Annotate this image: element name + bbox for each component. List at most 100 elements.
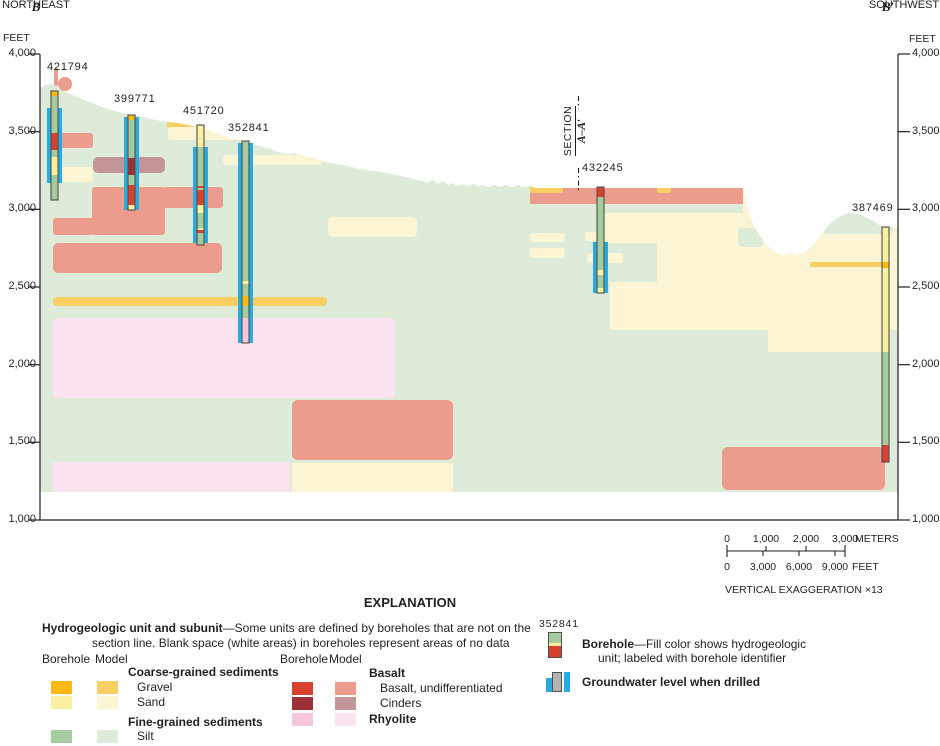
- feet-axis-label-right: FEET: [909, 33, 936, 45]
- legend-col-header-model: Model: [95, 652, 128, 666]
- legend-col-header-borehole: Borehole: [42, 652, 91, 666]
- legend-swatch-basalt-borehole: [292, 682, 313, 695]
- model-block-basalt: [53, 243, 222, 273]
- tick-label-left-3,000: 3,000: [8, 202, 36, 215]
- basalt-outcrop-blob: [58, 77, 72, 91]
- legend-unit-label-cinders: Cinders: [380, 696, 422, 710]
- model-block-gravel: [530, 185, 563, 193]
- legend-swatch-gravel-model: [97, 681, 118, 694]
- borehole-432245: [593, 186, 608, 294]
- borehole-segment-rhyolite: [242, 318, 249, 343]
- model-block-sand: [530, 233, 565, 242]
- model-block-sand: [328, 217, 417, 237]
- borehole-segment-silt: [128, 175, 135, 185]
- borehole-segment-sand: [128, 205, 135, 210]
- borehole-segment-basalt: [197, 190, 204, 205]
- endpoint-b-prime: B′: [881, 0, 895, 14]
- tick-label-left-1,000: 1,000: [8, 513, 36, 525]
- borehole-segment-sand: [597, 270, 604, 275]
- borehole-segment-gravel: [882, 262, 889, 268]
- borehole-segment-gravel: [242, 296, 249, 306]
- legend-intro-rest: —Some units are defined by boreholes tha…: [222, 621, 531, 635]
- legend-borehole-desc-rest: —Fill color shows hydrogeologic: [634, 637, 807, 651]
- legend-swatch-sand-model: [97, 696, 118, 709]
- borehole-segment-gravel: [128, 115, 135, 120]
- borehole-outline: [596, 186, 605, 294]
- section-a-a-marker: SECTION A–A′: [562, 91, 592, 171]
- borehole-label-451720: 451720: [183, 105, 225, 117]
- legend-swatch-cinders-model: [335, 697, 356, 710]
- legend-groundwater-casing: [552, 672, 562, 692]
- tick-label-right-3,500: 3,500: [912, 124, 940, 137]
- borehole-label-399771: 399771: [114, 93, 156, 105]
- scalebar-feet-0: 0: [724, 561, 730, 573]
- model-block-basalt: [92, 187, 165, 235]
- borehole-segment-basalt: [197, 186, 204, 188]
- borehole-segment-basalt: [197, 230, 204, 233]
- legend-group-volcanics: Borehole Model Basalt Basalt, undifferentia…: [280, 653, 540, 746]
- scalebar: [726, 545, 846, 557]
- borehole-segment-silt: [51, 175, 58, 200]
- borehole-outline: [881, 226, 890, 463]
- legend-swatch-cinders-borehole: [292, 697, 313, 710]
- borehole-segment-silt: [128, 120, 135, 158]
- legend-unit-label-rhyolite: Rhyolite: [369, 712, 417, 726]
- legend-unit-label-sand: Sand: [137, 695, 166, 709]
- borehole-segment-silt: [242, 306, 249, 318]
- legend-unit-label-basalt: Basalt, undifferentiated: [380, 681, 503, 695]
- legend-swatch-rhyolite-model: [335, 713, 356, 726]
- endpoint-northeast: NORTHEAST: [2, 0, 70, 11]
- groundwater-bar-right: [604, 242, 608, 293]
- legend-swatch-basalt-model: [335, 682, 356, 695]
- borehole-outline: [241, 140, 250, 344]
- model-block-rhyolite: [53, 318, 395, 398]
- basalt-outcrop-spike: [54, 68, 58, 86]
- borehole-label-352841: 352841: [228, 122, 270, 134]
- legend-borehole-id: 352841: [539, 618, 579, 630]
- tick-label-right-2,500: 2,500: [912, 280, 940, 292]
- groundwater-bar-left: [47, 108, 51, 183]
- borehole-segment-silt: [197, 233, 204, 245]
- groundwater-bar-right: [249, 143, 253, 343]
- legend-col-header-borehole: Borehole: [280, 652, 329, 666]
- vertical-exaggeration-note: VERTICAL EXAGGERATION ×13: [725, 584, 883, 596]
- borehole-segment-sand: [197, 228, 204, 230]
- tick-label-right-4,000: 4,000: [912, 47, 940, 59]
- borehole-outline: [50, 90, 59, 201]
- endpoint-b: B: [31, 0, 41, 14]
- groundwater-bar-right: [204, 147, 208, 243]
- model-block-sand: [610, 282, 898, 330]
- borehole-segment-silt: [597, 275, 604, 288]
- tick-label-right-1,500: 1,500: [912, 435, 940, 448]
- borehole-outline: [127, 114, 136, 211]
- legend-swatch-sand-borehole: [51, 696, 72, 709]
- borehole-segment-sand: [242, 281, 249, 284]
- endpoint-southwest: SOUTHWEST: [868, 0, 940, 11]
- borehole-segment-sand: [597, 288, 604, 293]
- legend-unit-header: Coarse-grained sediments: [128, 665, 279, 679]
- borehole-segment-silt: [197, 188, 204, 190]
- borehole-352841: [238, 140, 253, 344]
- scalebar-meters-3,000: 3,000: [831, 533, 859, 545]
- section-marker-line2: A–A′: [576, 118, 588, 144]
- tick-label-right-1,000: 1,000: [912, 513, 940, 525]
- model-block-basalt: [58, 133, 93, 148]
- legend-col-header-model: Model: [329, 652, 362, 666]
- borehole-segment-silt: [882, 352, 889, 445]
- groundwater-bar-left: [238, 143, 242, 343]
- legend-intro-line1: Hydrogeologic unit and subunit—Some unit…: [42, 621, 531, 635]
- legend-group-sediments: Borehole Model Coarse-grained sediments Gra…: [42, 653, 302, 746]
- axes: [28, 53, 910, 521]
- borehole-segment-silt: [242, 141, 249, 281]
- borehole-label-432245: 432245: [582, 162, 624, 174]
- borehole-segment-sand: [51, 157, 58, 175]
- tick-label-right-2,000: 2,000: [912, 357, 940, 370]
- borehole-segment-basalt: [51, 133, 58, 150]
- borehole-segment-silt: [51, 150, 58, 157]
- groundwater-bar-right: [58, 108, 62, 183]
- scalebar-feet-unit: FEET: [852, 561, 879, 573]
- legend-unit-header: Basalt: [369, 666, 406, 680]
- scalebar-meters-2,000: 2,000: [792, 533, 820, 545]
